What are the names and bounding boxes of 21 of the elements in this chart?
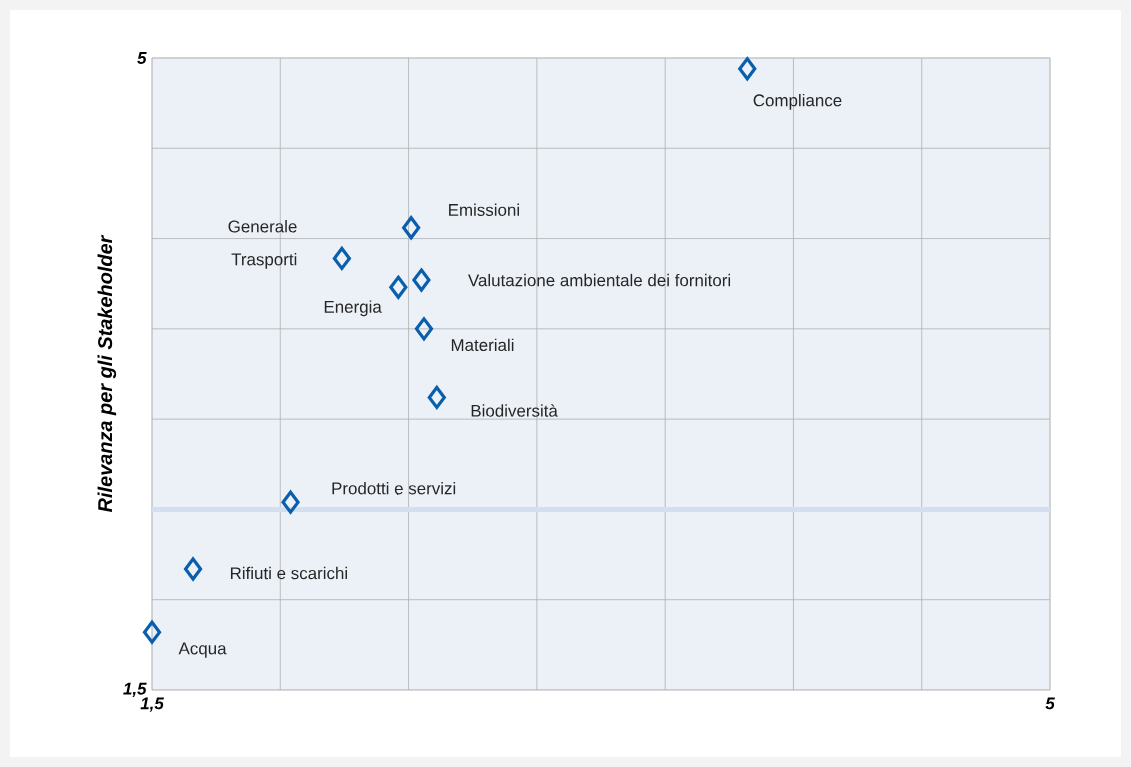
- text: Valutazione ambientale dei fornitori: [468, 273, 731, 287]
- series-label: Rifiuti e scarichi: [230, 566, 347, 580]
- series-label: Energia: [324, 300, 382, 317]
- text: Generale Trasporti: [228, 220, 297, 269]
- point: [389, 275, 408, 299]
- point: [281, 490, 300, 514]
- y-axis-title: Rilevanza per gli Stakeholder: [97, 234, 117, 513]
- series-label: Emissioni: [449, 203, 519, 216]
- series-label: Acqua: [178, 642, 227, 658]
- point: [142, 620, 162, 644]
- series-label: Compliance: [753, 93, 842, 110]
- point: [414, 317, 434, 341]
- point: [402, 216, 421, 240]
- series-label: Materiali: [451, 338, 514, 352]
- point: [183, 557, 203, 581]
- point: [332, 246, 351, 271]
- point: [738, 57, 757, 81]
- series-label: Biodiversità: [471, 404, 558, 417]
- text: Prodotti e servizi: [332, 481, 456, 495]
- point: [412, 268, 431, 292]
- point: [427, 385, 446, 410]
